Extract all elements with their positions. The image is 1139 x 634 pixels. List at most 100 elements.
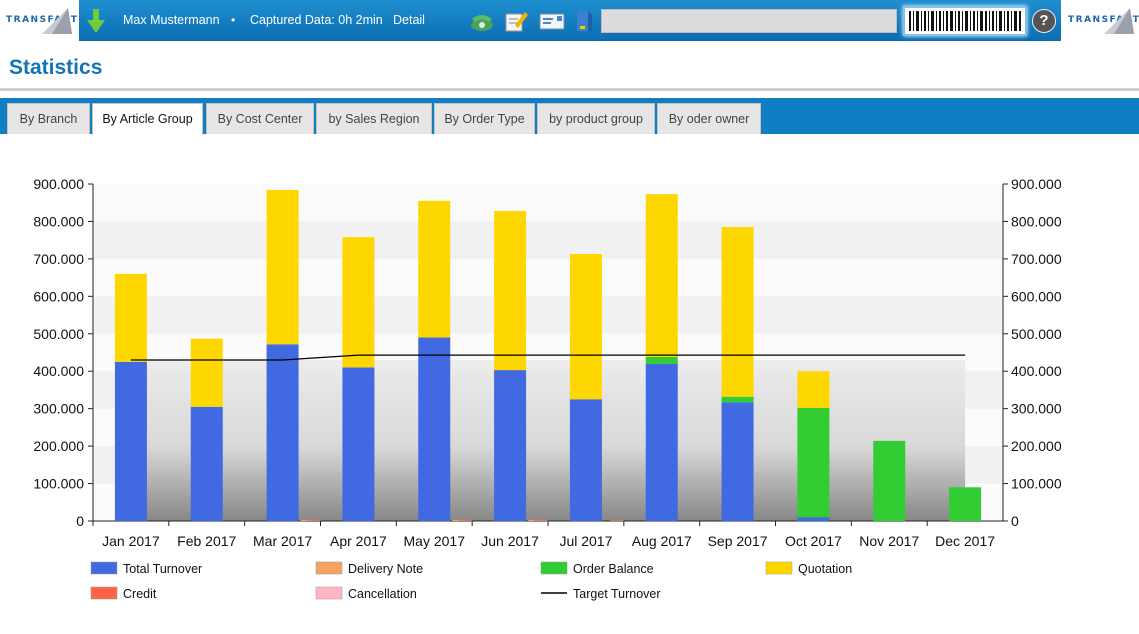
y-tick-label-right: 0 [1011, 513, 1019, 529]
help-icon[interactable]: ? [1032, 9, 1056, 33]
bar-quotation [645, 194, 678, 357]
y-tick-label-left: 800.000 [33, 213, 84, 229]
x-tick-label: May 2017 [404, 533, 466, 549]
x-tick-label: Feb 2017 [177, 533, 236, 549]
bar-total-turnover [342, 367, 375, 521]
bar-order-balance [873, 440, 906, 521]
legend-swatch [90, 586, 118, 600]
y-tick-label-right: 100.000 [1011, 476, 1062, 492]
legend-label: Cancellation [348, 587, 417, 601]
tab-by-sales-region[interactable]: by Sales Region [316, 103, 432, 134]
tab-by-order-owner[interactable]: By oder owner [657, 103, 761, 134]
x-tick-label: Oct 2017 [785, 533, 842, 549]
top-bar: TRANSFACT Max Mustermann • Captured Data… [0, 0, 1139, 41]
y-axis-left: 0 100.000 200.000 300.000 400.000 500.000 600.… [33, 176, 94, 529]
grid-band [93, 221, 1003, 259]
bar-total-turnover [418, 337, 451, 521]
captured-data-text: Captured Data: 0h 2min [250, 13, 383, 27]
bar-total-turnover [645, 363, 678, 521]
bar-quotation [418, 200, 451, 338]
x-axis: Jan 2017 Feb 2017 Mar 2017 Apr 2017 May 2017… [92, 520, 1003, 549]
user-name: Max Mustermann [123, 13, 220, 27]
bar-quotation [569, 254, 602, 400]
bar-total-turnover [494, 370, 527, 521]
logo-right: TRANSFACT [1062, 0, 1139, 41]
bar-credit [458, 520, 473, 521]
bar-order-balance [721, 396, 754, 403]
x-tick-label: Dec 2017 [935, 533, 995, 549]
tab-bar: By Branch By Article Group By Cost Cente… [0, 98, 1139, 135]
legend-label: Target Turnover [573, 587, 661, 601]
y-tick-label-left: 900.000 [33, 176, 84, 192]
legend-swatch [765, 561, 793, 575]
barcode-button[interactable] [903, 6, 1027, 36]
bar-order-balance [645, 356, 678, 364]
legend-label: Credit [123, 587, 157, 601]
y-tick-label-left: 600.000 [33, 288, 84, 304]
tab-by-cost-center[interactable]: By Cost Center [206, 103, 314, 134]
legend-label: Quotation [798, 562, 852, 576]
header-separator: • [231, 13, 236, 27]
legend-swatch [315, 561, 343, 575]
bar-total-turnover [114, 361, 147, 521]
detail-link[interactable]: Detail [393, 13, 425, 27]
bar-total-turnover [721, 402, 754, 521]
target-area-shade [130, 359, 966, 521]
y-tick-label-left: 400.000 [33, 363, 84, 379]
logo-right-text: TRANSFACT [1068, 15, 1139, 25]
download-arrow-icon[interactable] [87, 8, 105, 34]
search-input[interactable] [601, 9, 897, 33]
bar-total-turnover [569, 399, 602, 521]
legend-label: Total Turnover [123, 562, 202, 576]
x-tick-label: Jun 2017 [481, 533, 539, 549]
bar-total-turnover [190, 406, 223, 521]
y-tick-label-left: 100.000 [33, 476, 84, 492]
phone-icon[interactable] [469, 9, 495, 33]
logo-left-mark-icon [42, 8, 72, 34]
bar-quotation [342, 237, 375, 368]
tab-by-branch[interactable]: By Branch [7, 103, 90, 134]
plot-background [93, 184, 1003, 521]
y-tick-label-right: 500.000 [1011, 326, 1062, 342]
x-tick-label: Mar 2017 [253, 533, 312, 549]
bar-total-turnover [266, 344, 299, 521]
y-axis-right: 0 100.000 200.000 300.000 400.000 500.000 600.… [1002, 176, 1062, 529]
barcode-icon [909, 11, 1021, 31]
bar-credit [534, 520, 549, 521]
y-tick-label-left: 700.000 [33, 251, 84, 267]
header-bar: Max Mustermann • Captured Data: 0h 2min … [79, 0, 1061, 41]
logo-left: TRANSFACT [0, 0, 79, 41]
tab-by-article-group[interactable]: By Article Group [92, 103, 203, 135]
bars [114, 189, 982, 521]
legend-label: Order Balance [573, 562, 654, 576]
bar-quotation [266, 189, 299, 345]
bar-credit [306, 520, 321, 521]
target-turnover-line [130, 354, 966, 361]
x-tick-label: Aug 2017 [632, 533, 692, 549]
bar-quotation [494, 210, 527, 371]
legend: Total Turnover Delivery Note Order Balance… [90, 561, 852, 601]
logo-left-text: TRANSFACT [6, 15, 79, 25]
x-tick-label: Apr 2017 [330, 533, 387, 549]
y-tick-label-right: 600.000 [1011, 288, 1062, 304]
bar-total-turnover [797, 517, 830, 521]
document-icon[interactable] [573, 9, 599, 33]
tab-by-order-type[interactable]: By Order Type [434, 103, 535, 134]
grid-band [93, 296, 1003, 334]
y-tick-label-left: 0 [76, 513, 84, 529]
email-icon[interactable] [539, 9, 565, 33]
page-title: Statistics [9, 56, 103, 79]
y-tick-label-left: 300.000 [33, 401, 84, 417]
bar-quotation [190, 338, 223, 407]
statistics-chart: 0 100.000 200.000 300.000 400.000 500.000 600.… [33, 176, 1062, 601]
edit-note-icon[interactable] [503, 9, 529, 33]
x-tick-label: Sep 2017 [708, 533, 768, 549]
y-tick-label-left: 200.000 [33, 438, 84, 454]
title-divider [0, 88, 1139, 91]
bar-quotation [114, 273, 147, 362]
logo-right-mark-icon [1104, 8, 1134, 34]
legend-swatch [540, 561, 568, 575]
legend-swatch [315, 586, 343, 600]
bar-order-balance [949, 487, 982, 521]
tab-by-product-group[interactable]: by product group [537, 103, 655, 134]
